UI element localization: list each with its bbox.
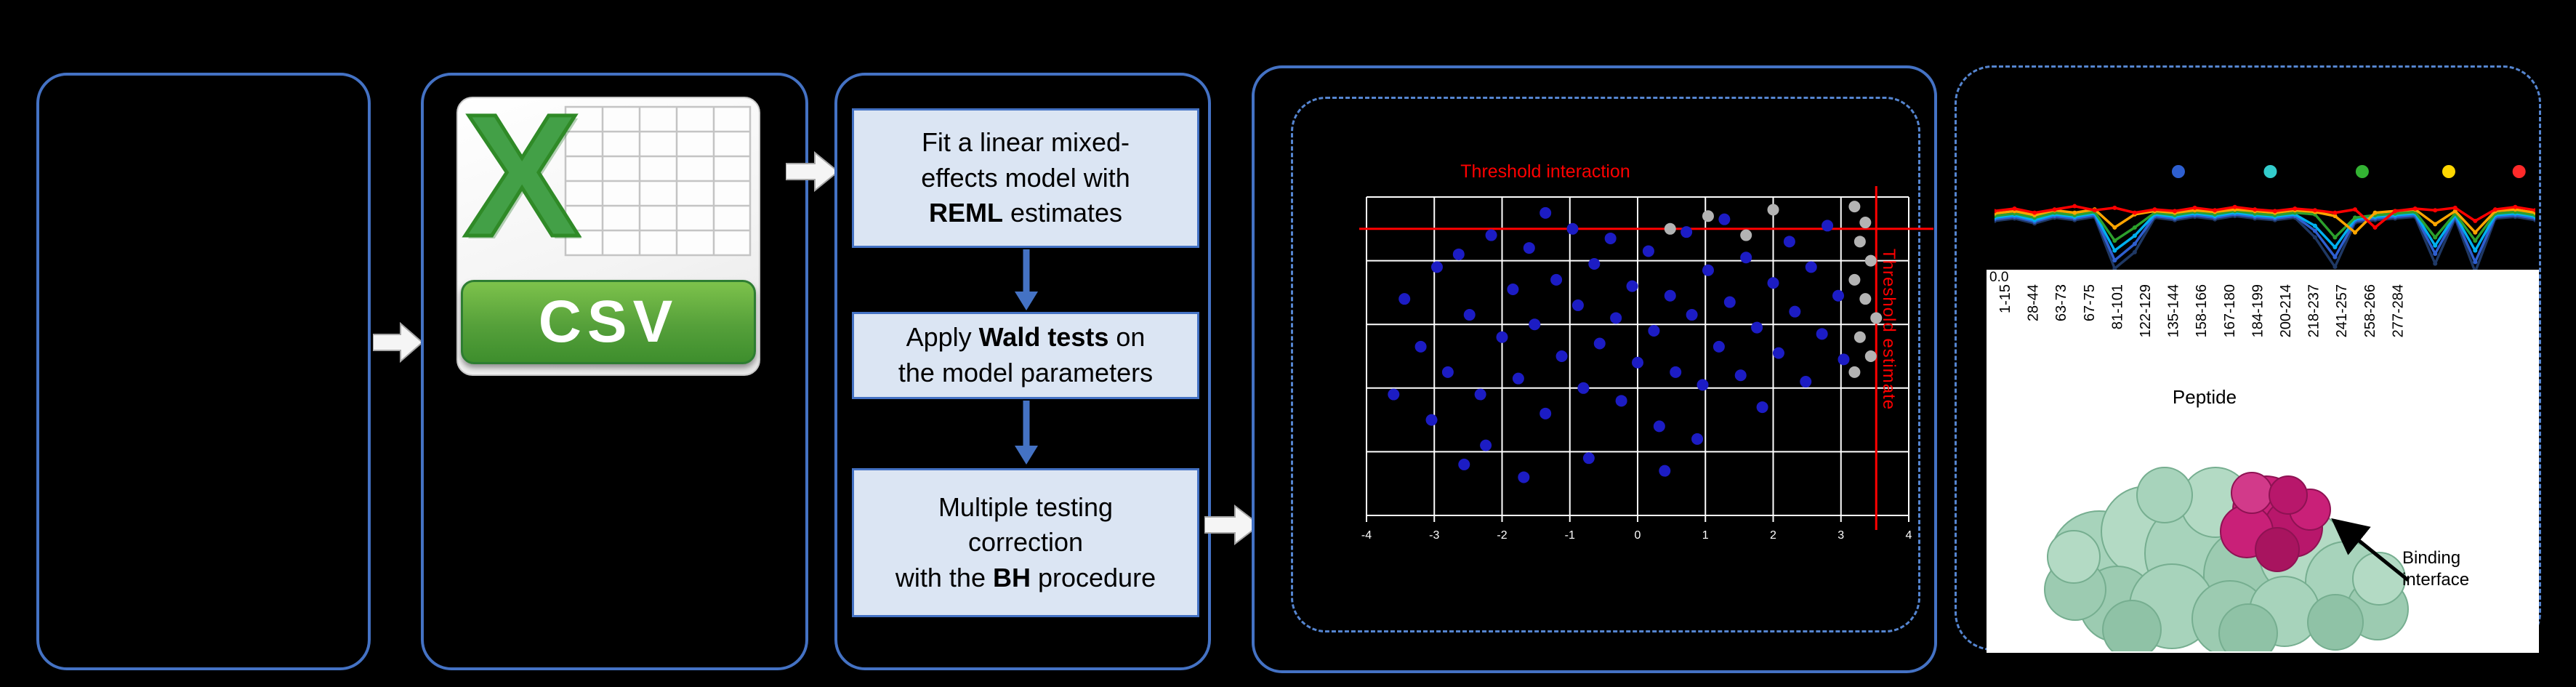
- binding-result-panel: 0.0 1-15 28-44 63-73 67-75 81-101 122-129 135-…: [1955, 65, 2541, 653]
- svg-text:81-101: 81-101: [2109, 284, 2125, 329]
- svg-text:1-15: 1-15: [1997, 284, 2013, 313]
- svg-text:122-129: 122-129: [2138, 284, 2154, 337]
- svg-text:3: 3: [1838, 529, 1844, 542]
- step-bh-correction: Multiple testing correction with the BH …: [852, 468, 1199, 617]
- spreadsheet-grid-icon: [564, 105, 752, 257]
- svg-text:241-257: 241-257: [2334, 284, 2350, 337]
- step-fit-model-text: Fit a linear mixed- effects model with R…: [921, 127, 1130, 228]
- down-arrow-icon: [1015, 401, 1038, 465]
- svg-text:167-180: 167-180: [2222, 284, 2238, 337]
- csv-file-icon: X CSV: [456, 87, 760, 376]
- scatter-plot: -4 -3 -2 -1 0 1 2 3 4: [1359, 186, 1933, 542]
- csv-panel: X CSV: [421, 73, 808, 670]
- svg-text:184-199: 184-199: [2250, 284, 2266, 337]
- svg-text:200-214: 200-214: [2278, 284, 2294, 337]
- down-arrow-icon: [1015, 249, 1038, 310]
- svg-text:2: 2: [1770, 529, 1776, 542]
- svg-text:67-75: 67-75: [2082, 284, 2098, 321]
- binding-interface-arrow-icon: [2331, 518, 2410, 582]
- input-panel: [36, 73, 371, 670]
- peptide-axis-title: Peptide: [2172, 386, 2237, 408]
- svg-text:158-166: 158-166: [2194, 284, 2210, 337]
- svg-text:-1: -1: [1565, 529, 1575, 542]
- csv-banner-label: CSV: [538, 289, 679, 355]
- svg-text:28-44: 28-44: [2026, 284, 2042, 321]
- svg-text:-3: -3: [1429, 529, 1439, 542]
- csv-banner: CSV: [461, 280, 756, 364]
- y-axis-tick: 0.0: [1989, 270, 2009, 285]
- excel-x-icon: X: [462, 78, 581, 273]
- svg-text:4: 4: [1906, 529, 1912, 542]
- peptide-profile-chart: [1995, 165, 2535, 274]
- step-wald-tests: Apply Wald tests on the model parameters: [852, 312, 1199, 399]
- step-fit-model: Fit a linear mixed- effects model with R…: [852, 108, 1199, 248]
- svg-text:277-284: 277-284: [2390, 284, 2406, 337]
- svg-text:-4: -4: [1361, 529, 1372, 542]
- svg-text:1: 1: [1702, 529, 1709, 542]
- svg-text:135-144: 135-144: [2166, 284, 2182, 337]
- threshold-estimate-label: Threshold estimate: [1879, 249, 1899, 411]
- flow-arrow-icon: [373, 322, 424, 363]
- step-bh-correction-text: Multiple testing correction with the BH …: [895, 491, 1156, 592]
- svg-text:-2: -2: [1497, 529, 1507, 542]
- binding-interface-label: Binding interface: [2402, 548, 2470, 590]
- svg-text:218-237: 218-237: [2306, 284, 2322, 337]
- svg-text:258-266: 258-266: [2362, 284, 2378, 337]
- svg-text:63-73: 63-73: [2053, 284, 2069, 321]
- flow-arrow-icon: [1204, 505, 1261, 545]
- peptide-axis-labels: 1-15 28-44 63-73 67-75 81-101 122-129 135-144 1…: [1997, 284, 2406, 337]
- peptide-structure-panel: 0.0 1-15 28-44 63-73 67-75 81-101 122-129 135-…: [1987, 270, 2539, 653]
- svg-text:0: 0: [1635, 529, 1641, 542]
- scatter-dashed-frame: [1291, 97, 1920, 632]
- scatter-result-panel: Threshold interaction -4 -3 -2 -1 0 1 2 3 4 Thre…: [1252, 65, 1937, 673]
- stats-workflow-panel: Fit a linear mixed- effects model with R…: [834, 73, 1211, 670]
- protein-structure-image: [2044, 467, 2410, 651]
- threshold-interaction-label: Threshold interaction: [1460, 161, 1630, 182]
- flow-arrow-icon: [786, 151, 840, 192]
- step-wald-tests-text: Apply Wald tests on the model parameters: [898, 322, 1154, 387]
